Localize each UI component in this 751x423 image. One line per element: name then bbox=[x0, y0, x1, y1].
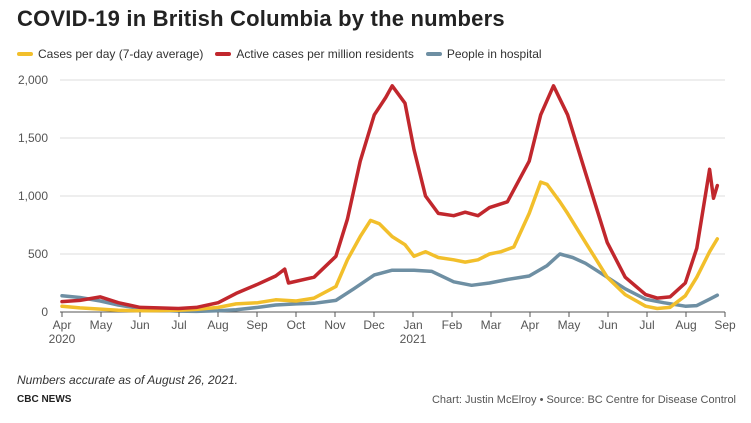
x-tick-label: Sep bbox=[246, 318, 268, 332]
legend-item-hospital: People in hospital bbox=[425, 47, 542, 61]
source-credit: Chart: Justin McElroy • Source: BC Centr… bbox=[431, 394, 736, 406]
x-tick-label: May bbox=[558, 318, 581, 332]
x-tick-label: Sep bbox=[714, 318, 736, 332]
chart-title: COVID-19 in British Columbia by the numb… bbox=[17, 6, 505, 31]
x-tick-label: Nov bbox=[324, 318, 345, 332]
accuracy-note: Numbers accurate as of August 26, 2021. bbox=[17, 373, 239, 387]
x-tick-label: Apr bbox=[521, 318, 540, 332]
axes: 0 500 1,000 1,500 2,000 Apr May Jun Jul Aug Sep Oct… bbox=[18, 73, 736, 346]
x-tick-label: Aug bbox=[207, 318, 228, 332]
x-tick-label: Aug bbox=[675, 318, 696, 332]
x-tick-label: Jun bbox=[598, 318, 617, 332]
x-tick-label: May bbox=[90, 318, 113, 332]
x-tick-label: Jun bbox=[130, 318, 149, 332]
legend-label-hospital: People in hospital bbox=[446, 47, 542, 61]
y-tick-label: 500 bbox=[28, 247, 48, 261]
x-year-label: 2021 bbox=[400, 332, 427, 346]
series-lines bbox=[60, 84, 720, 314]
legend-item-cases: Cases per day (7-day average) bbox=[17, 47, 203, 61]
x-tick-label: Oct bbox=[287, 318, 306, 332]
y-tick-label: 0 bbox=[41, 305, 48, 319]
x-tick-label: Jul bbox=[639, 318, 654, 332]
cbc-news-logo: CBC NEWS bbox=[17, 394, 72, 405]
legend-swatch-hospital bbox=[425, 52, 442, 56]
y-tick-label: 1,500 bbox=[18, 131, 48, 145]
chart-legend: Cases per day (7-day average) Active cas… bbox=[17, 47, 554, 61]
legend-label-cases: Cases per day (7-day average) bbox=[38, 47, 204, 61]
y-tick-label: 2,000 bbox=[18, 73, 48, 87]
x-tick-label: Mar bbox=[481, 318, 502, 332]
legend-swatch-cases bbox=[17, 52, 33, 56]
x-tick-label: Jan bbox=[403, 318, 422, 332]
legend-swatch-active bbox=[215, 52, 232, 56]
series-line-active bbox=[60, 84, 720, 311]
legend-item-active: Active cases per million residents bbox=[215, 47, 414, 61]
gridlines bbox=[60, 79, 725, 313]
x-year-label: 2020 bbox=[49, 332, 76, 346]
x-tick-label: Apr bbox=[53, 318, 72, 332]
legend-label-active: Active cases per million residents bbox=[236, 47, 414, 61]
series-line-cases bbox=[60, 180, 720, 313]
x-tick-label: Dec bbox=[363, 318, 384, 332]
x-tick-label: Feb bbox=[442, 318, 463, 332]
y-tick-label: 1,000 bbox=[18, 189, 48, 203]
x-tick-label: Jul bbox=[171, 318, 186, 332]
